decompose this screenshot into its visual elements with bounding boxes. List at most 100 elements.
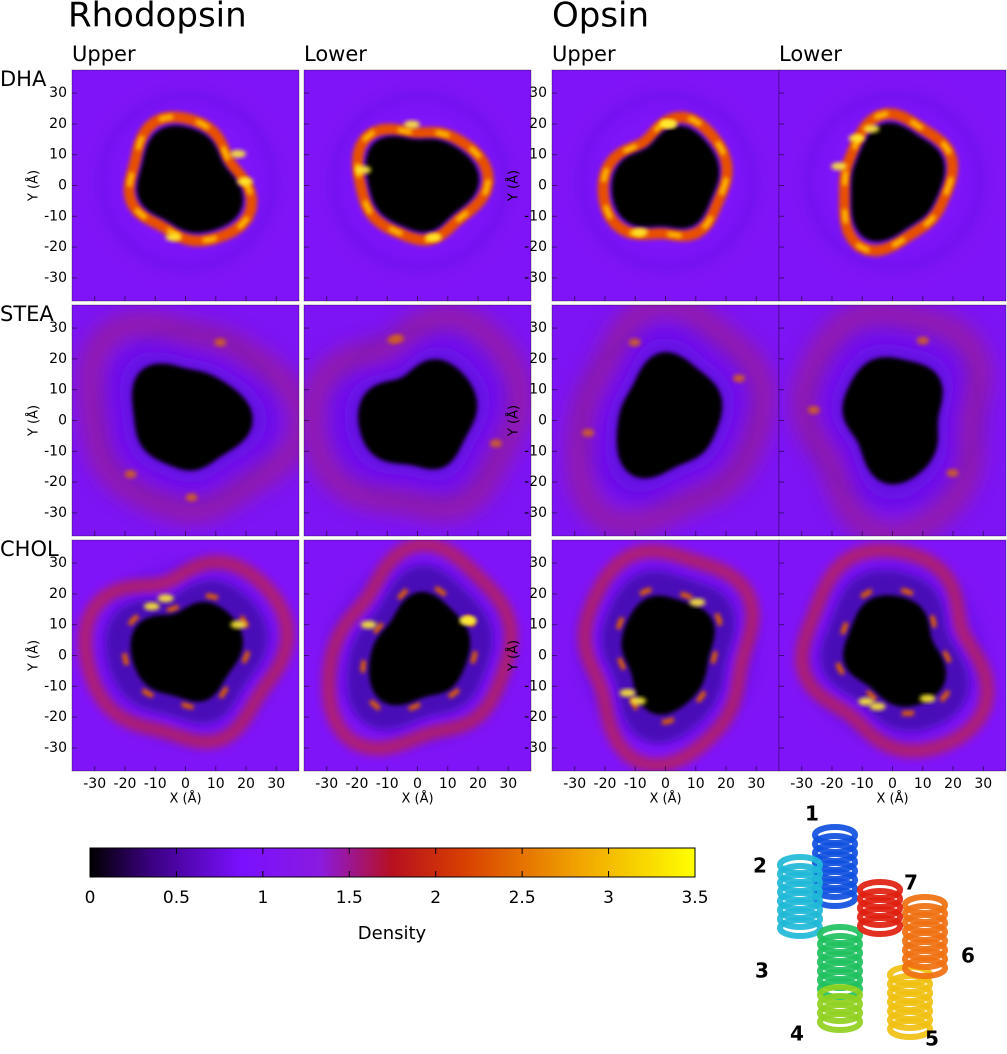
x-tick-label: -30: [790, 776, 813, 792]
hot-spot: [230, 621, 246, 629]
helix-label: 3: [755, 959, 769, 983]
x-tick-label: 20: [237, 776, 255, 792]
y-tick-label: -10: [524, 208, 547, 224]
hot-spot: [214, 338, 226, 346]
x-axis-label: X (Å): [169, 791, 201, 807]
colorbar-tick-label: 2: [430, 888, 441, 908]
x-tick-label: 10: [439, 776, 457, 792]
colorbar-label: Density: [358, 923, 427, 944]
colorbar-tick-label: 1: [257, 888, 268, 908]
y-tick-label: 30: [49, 320, 67, 336]
helix-label: 4: [790, 1022, 804, 1046]
colorbar-tick-label: 3: [603, 888, 614, 908]
x-tick-label: 10: [687, 776, 705, 792]
y-tick-label: 10: [529, 147, 547, 163]
y-tick-label: -20: [524, 709, 547, 725]
y-tick-label: -10: [44, 443, 67, 459]
x-tick-label: -20: [346, 776, 369, 792]
heatmap-image: [552, 537, 783, 772]
y-tick-label: -20: [44, 474, 67, 490]
x-tick-label: 0: [413, 776, 422, 792]
y-axis-label: Y (Å): [506, 170, 522, 202]
hot-spot: [629, 338, 641, 346]
y-tick-label: -20: [44, 709, 67, 725]
x-tick-label: 0: [181, 776, 190, 792]
heatmap-panel: [779, 302, 1007, 537]
y-tick-label: 20: [49, 351, 67, 367]
colorbar-tick-label: 1.5: [336, 888, 363, 908]
heatmap-image: [304, 67, 535, 302]
hot-spot: [186, 493, 198, 501]
y-tick-label: -20: [524, 239, 547, 255]
column-label: Lower: [304, 42, 367, 66]
y-tick-label: -30: [44, 270, 67, 286]
y-tick-label: -10: [44, 208, 67, 224]
row-label: STEA: [0, 302, 54, 326]
hot-spot: [849, 134, 865, 142]
helix-label: 2: [753, 854, 767, 878]
y-tick-label: 30: [49, 555, 67, 571]
hot-spot: [166, 233, 182, 241]
x-tick-label: 20: [717, 776, 735, 792]
y-tick-label: 20: [529, 351, 547, 367]
x-tick-label: -20: [114, 776, 137, 792]
hot-spot: [863, 125, 879, 133]
y-tick-label: -10: [524, 678, 547, 694]
y-tick-label: 30: [529, 555, 547, 571]
y-tick-label: -30: [524, 505, 547, 521]
heatmap-image: [552, 302, 783, 537]
x-tick-label: 10: [914, 776, 932, 792]
hot-spot: [632, 228, 648, 236]
hot-spot: [689, 598, 705, 606]
heatmap-panel: [779, 67, 1007, 302]
y-tick-label: -30: [524, 270, 547, 286]
heatmap-image: [552, 67, 783, 302]
panel-title: Rhodopsin: [68, 0, 247, 36]
y-axis-label: Y (Å): [506, 640, 522, 672]
row-label: DHA: [0, 67, 47, 91]
helix-label: 1: [805, 802, 819, 826]
x-tick-label: 30: [974, 776, 992, 792]
hot-spot: [870, 702, 886, 710]
x-tick-label: 20: [944, 776, 962, 792]
y-tick-label: 0: [58, 648, 67, 664]
y-tick-label: 0: [538, 178, 547, 194]
heatmap-image: [72, 302, 303, 537]
y-tick-label: -10: [524, 443, 547, 459]
x-tick-label: -10: [624, 776, 647, 792]
hot-spot: [917, 337, 929, 345]
heatmap-image: [779, 302, 1007, 537]
panel-title: Opsin: [552, 0, 649, 36]
x-tick-label: 30: [747, 776, 765, 792]
hot-spot: [230, 150, 246, 158]
y-axis-label: Y (Å): [26, 640, 42, 672]
x-tick-label: 0: [888, 776, 897, 792]
y-tick-label: 10: [49, 617, 67, 633]
hot-spot: [947, 469, 959, 477]
hot-spot: [582, 429, 594, 437]
y-tick-label: -20: [44, 239, 67, 255]
y-tick-label: 20: [49, 586, 67, 602]
y-axis-label: Y (Å): [26, 405, 42, 437]
hot-spot: [620, 689, 636, 697]
colorbar-tick-label: 3.5: [681, 888, 708, 908]
x-tick-label: -10: [851, 776, 874, 792]
x-tick-label: -20: [594, 776, 617, 792]
y-tick-label: 0: [538, 648, 547, 664]
y-tick-label: -30: [524, 740, 547, 756]
x-tick-label: -10: [376, 776, 399, 792]
y-tick-label: -30: [44, 505, 67, 521]
x-tick-label: 30: [267, 776, 285, 792]
x-tick-label: 20: [469, 776, 487, 792]
x-tick-label: 10: [207, 776, 225, 792]
